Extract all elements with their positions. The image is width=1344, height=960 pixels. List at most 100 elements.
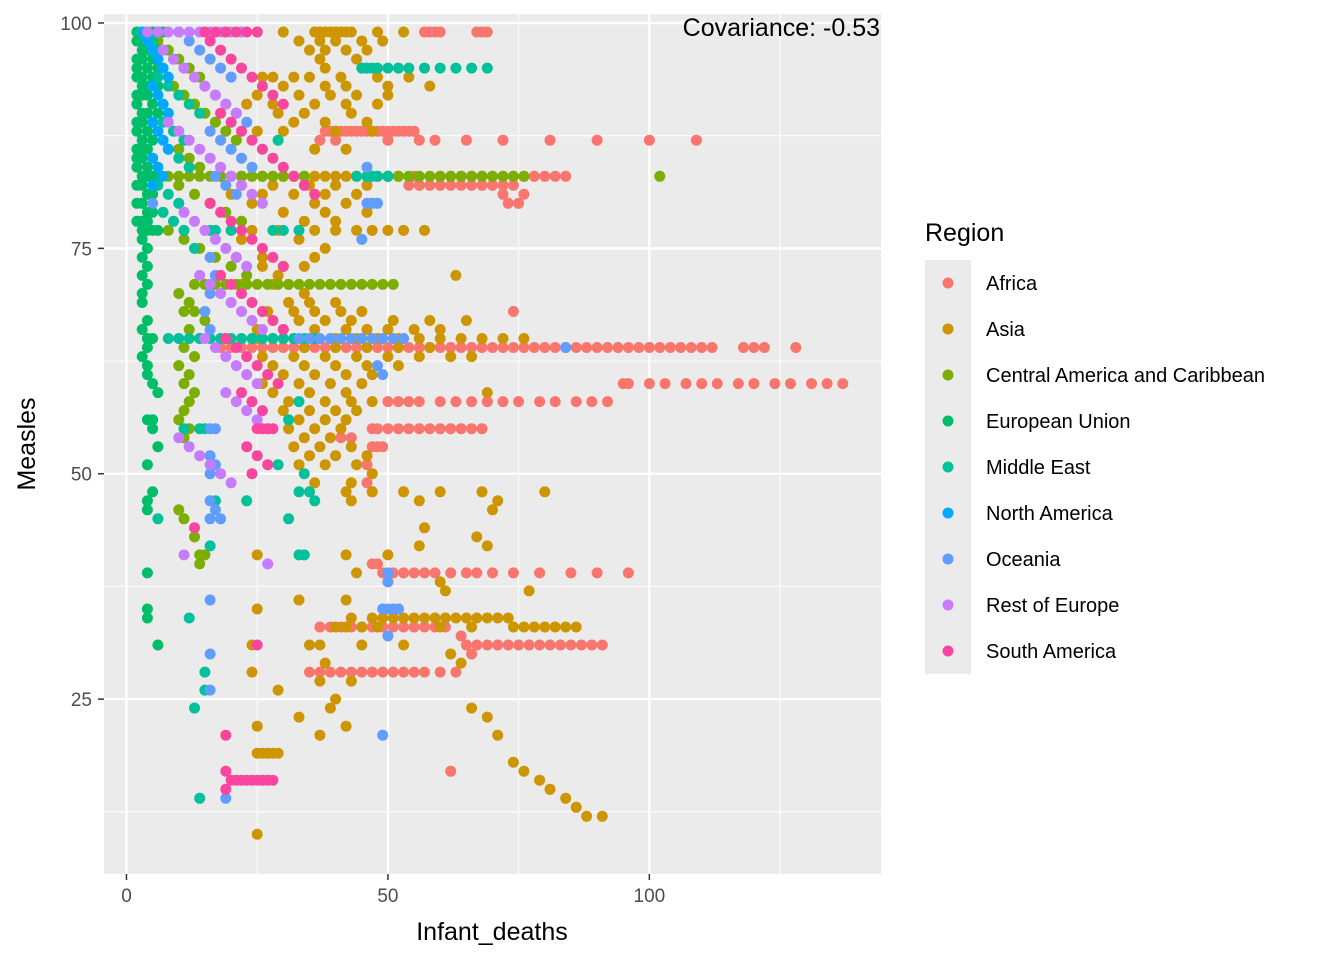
- point-central-america-and-caribbean: [455, 170, 467, 182]
- point-central-america-and-caribbean: [434, 170, 446, 182]
- point-central-america-and-caribbean: [173, 504, 185, 516]
- point-rest-of-europe: [141, 26, 153, 38]
- point-asia: [256, 71, 268, 83]
- point-central-america-and-caribbean: [236, 170, 247, 182]
- point-asia: [324, 378, 336, 390]
- point-central-america-and-caribbean: [236, 215, 247, 227]
- point-asia: [544, 783, 556, 795]
- point-north-america: [152, 161, 164, 173]
- point-asia: [304, 450, 315, 462]
- point-european-union: [141, 215, 153, 227]
- point-africa: [288, 342, 300, 353]
- point-north-america: [147, 152, 159, 164]
- point-asia: [345, 477, 357, 489]
- point-asia: [398, 486, 410, 498]
- point-africa: [314, 666, 326, 678]
- point-africa: [455, 179, 467, 191]
- point-asia: [518, 765, 530, 777]
- point-africa: [466, 423, 478, 435]
- point-south-america: [209, 26, 221, 38]
- point-rest-of-europe: [215, 468, 227, 480]
- point-asia: [361, 44, 373, 56]
- point-asia: [309, 306, 321, 317]
- point-asia: [351, 351, 363, 363]
- point-asia: [351, 224, 363, 236]
- point-africa: [256, 342, 268, 353]
- point-asia: [356, 306, 368, 317]
- point-africa: [377, 666, 389, 678]
- point-asia: [476, 486, 488, 498]
- point-central-america-and-caribbean: [189, 531, 200, 543]
- point-africa: [481, 26, 493, 38]
- point-asia: [372, 621, 383, 633]
- point-asia: [398, 26, 410, 38]
- point-asia: [387, 612, 399, 624]
- point-central-america-and-caribbean: [189, 278, 200, 290]
- point-asia: [314, 639, 326, 651]
- point-middle-east: [152, 513, 164, 525]
- point-asia: [361, 179, 373, 191]
- point-rest-of-europe: [220, 98, 232, 110]
- point-central-america-and-caribbean: [173, 143, 185, 155]
- point-south-america: [230, 342, 242, 353]
- point-central-america-and-caribbean: [466, 170, 478, 182]
- point-central-america-and-caribbean: [162, 224, 174, 236]
- point-oceania: [377, 333, 389, 344]
- point-africa: [450, 396, 462, 408]
- point-asia: [319, 62, 331, 74]
- point-asia: [429, 612, 441, 624]
- point-africa: [507, 306, 519, 317]
- point-central-america-and-caribbean: [476, 170, 488, 182]
- point-european-union: [141, 278, 153, 290]
- point-asia: [481, 387, 493, 399]
- point-asia: [340, 98, 352, 110]
- point-africa: [487, 179, 498, 191]
- point-asia: [466, 621, 478, 633]
- point-asia: [256, 260, 268, 272]
- point-asia: [288, 351, 300, 363]
- point-africa: [429, 134, 441, 146]
- point-asia: [324, 432, 336, 444]
- point-africa: [612, 342, 624, 353]
- point-asia: [330, 621, 342, 633]
- legend-key-central-america-and-caribbean: [942, 369, 954, 381]
- point-africa: [549, 170, 561, 182]
- point-rest-of-europe: [162, 26, 174, 38]
- point-asia: [361, 450, 373, 462]
- point-middle-east: [157, 206, 169, 218]
- point-oceania: [204, 648, 216, 660]
- point-asia: [351, 188, 363, 200]
- y-tick-label: 75: [71, 239, 92, 260]
- point-south-america: [277, 260, 289, 272]
- point-european-union: [141, 107, 153, 119]
- point-asia: [330, 297, 342, 308]
- point-africa: [570, 396, 582, 408]
- point-asia: [366, 224, 378, 236]
- point-rest-of-europe: [236, 306, 247, 317]
- point-central-america-and-caribbean: [230, 134, 242, 146]
- y-tick-label: 25: [71, 690, 92, 711]
- point-asia: [596, 810, 608, 822]
- point-oceania: [372, 360, 383, 372]
- point-asia: [314, 729, 326, 741]
- point-oceania: [382, 567, 394, 579]
- point-asia: [361, 206, 373, 218]
- point-middle-east: [382, 170, 394, 182]
- point-european-union: [152, 639, 164, 651]
- point-asia: [330, 179, 342, 191]
- point-central-america-and-caribbean: [324, 278, 336, 290]
- point-rest-of-europe: [178, 206, 190, 218]
- point-africa: [591, 134, 603, 146]
- point-rest-of-europe: [178, 549, 190, 561]
- point-asia: [434, 576, 446, 588]
- point-africa: [413, 423, 425, 435]
- point-asia: [455, 657, 467, 669]
- point-africa: [445, 765, 457, 777]
- point-asia: [293, 459, 305, 471]
- point-africa: [738, 342, 749, 353]
- point-oceania: [225, 71, 237, 83]
- point-asia: [377, 35, 389, 47]
- point-africa: [696, 378, 708, 390]
- point-rest-of-europe: [173, 432, 185, 444]
- point-asia: [277, 369, 289, 381]
